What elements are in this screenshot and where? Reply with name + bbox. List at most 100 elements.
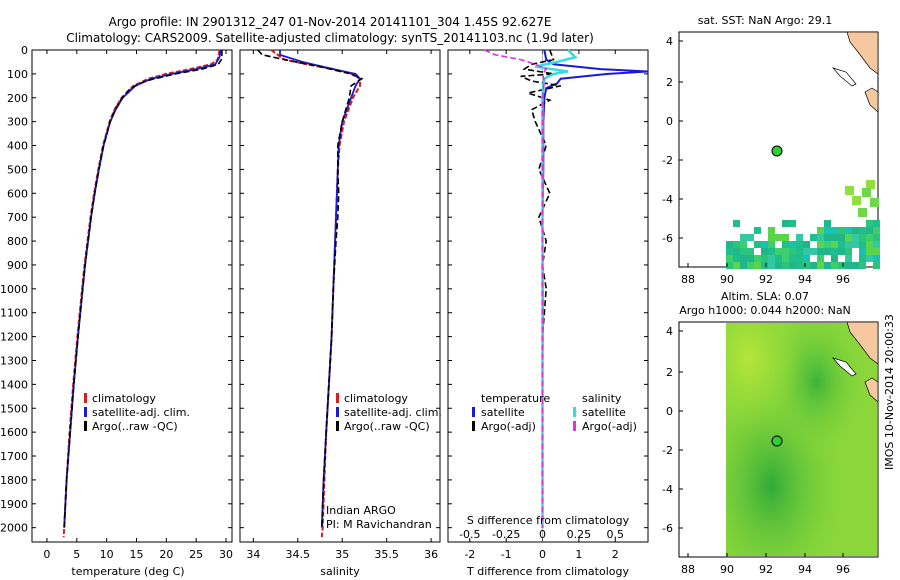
depth-tick-label: 400 <box>7 140 28 153</box>
diff-legend-s-sat-label: satellite <box>582 406 626 419</box>
sst-cell <box>845 262 852 269</box>
diff-legend-t-argo-label: Argo(-adj) <box>481 420 536 433</box>
sst-cell <box>789 241 796 248</box>
sla-map-island <box>831 357 857 377</box>
diff-xtick-label: -1 <box>501 548 512 561</box>
sst-cell <box>747 262 754 269</box>
sst-cell <box>838 262 845 269</box>
temperature-xlabel: temperature (deg C) <box>71 565 184 578</box>
sst-cell <box>838 234 845 241</box>
s-diff-tick-label: 0.25 <box>567 528 592 541</box>
sst-cell <box>775 262 782 269</box>
map-lat-tick: 0 <box>666 115 673 128</box>
sst-cell <box>859 255 866 262</box>
depth-tick-label: 1900 <box>0 498 28 511</box>
map-lat-tick: -6 <box>662 522 673 535</box>
map-lon-tick: 96 <box>836 563 850 576</box>
sst-cell <box>817 234 824 241</box>
sst-cell <box>754 262 761 269</box>
sal-series-satellite-adj-clim- <box>279 50 362 528</box>
depth-tick-label: 1000 <box>0 283 28 296</box>
sst-cell <box>726 248 733 255</box>
sst-cell <box>845 241 852 248</box>
sst-cell <box>733 241 740 248</box>
sst-cell <box>726 255 733 262</box>
legend-satellite-swatch <box>84 407 87 417</box>
sla-argo-position-marker <box>771 435 783 447</box>
sst-map-land-sumatra <box>846 31 879 75</box>
legend-argo-label: Argo(..raw -QC) <box>92 420 178 433</box>
sst-cell <box>810 262 817 269</box>
sst-cell <box>747 234 754 241</box>
sst-cell <box>852 234 859 241</box>
sst-cell <box>782 220 789 227</box>
sst-cell-warm <box>858 208 867 217</box>
temp-series-argo-raw-qc- <box>63 50 223 528</box>
temp-xtick-label: 25 <box>189 548 203 561</box>
diff-xtick-label: 2 <box>612 548 619 561</box>
map-lat-tick: -4 <box>662 483 673 496</box>
sst-cell <box>803 262 810 269</box>
salinity-panel: 34 34.5 35 35.5 36 salinity climatology sate… <box>239 49 442 578</box>
sst-cell-warm <box>852 196 861 205</box>
sst-cell <box>747 255 754 262</box>
temperature-axes-frame <box>31 49 233 543</box>
diff-series-s-argo-adj- <box>484 49 548 528</box>
sst-cell <box>859 234 866 241</box>
sal-legend-argo-label: Argo(..raw -QC) <box>344 420 430 433</box>
sal-xtick-label: 36 <box>424 548 438 561</box>
sst-cell <box>733 248 740 255</box>
sst-cell <box>873 220 880 227</box>
difference-legend: temperature salinity satellite Argo(-adj… <box>472 392 637 433</box>
sst-cell <box>747 248 754 255</box>
s-diff-tick-label: -0.5 <box>459 528 480 541</box>
salinity-axes-frame <box>239 49 441 543</box>
depth-tick-label: 1800 <box>0 474 28 487</box>
sst-cell <box>740 241 747 248</box>
difference-xlabel-t: T difference from climatology <box>466 565 629 578</box>
sst-cell <box>859 227 866 234</box>
sst-cell <box>733 262 740 269</box>
sal-legend-climatology-label: climatology <box>344 392 408 405</box>
sst-cell <box>831 227 838 234</box>
map-lat-tick: 2 <box>666 366 673 379</box>
salinity-annotation-pi: PI: M Ravichandran <box>326 518 432 531</box>
temp-xtick-label: 20 <box>159 548 173 561</box>
sst-cell <box>740 248 747 255</box>
sst-cell <box>824 220 831 227</box>
map-lon-tick: 94 <box>798 273 812 286</box>
sal-xtick-label: 34 <box>246 548 260 561</box>
sst-cell <box>810 234 817 241</box>
depth-tick-label: 1500 <box>0 402 28 415</box>
sst-cell <box>873 227 880 234</box>
sst-cell <box>838 248 845 255</box>
sst-cell <box>831 241 838 248</box>
sst-cell <box>831 262 838 269</box>
sst-cell <box>817 227 824 234</box>
sst-map-cells <box>726 180 880 269</box>
sst-cell <box>852 227 859 234</box>
legend-climatology-label: climatology <box>92 392 156 405</box>
sst-cell <box>726 241 733 248</box>
sst-cell <box>789 248 796 255</box>
map-lat-tick: -4 <box>662 193 673 206</box>
sst-cell <box>789 255 796 262</box>
sst-cell <box>817 241 824 248</box>
depth-tick-label: 200 <box>7 92 28 105</box>
sst-cell <box>831 248 838 255</box>
map-lon-tick: 90 <box>720 273 734 286</box>
diff-xtick-label: 1 <box>575 548 582 561</box>
map-lon-tick: 94 <box>798 563 812 576</box>
sst-cell <box>845 227 852 234</box>
diff-series-t-argo-adj- <box>520 49 561 528</box>
sst-cell <box>852 262 859 269</box>
salinity-legend: climatology satellite-adj. clim. Argo(..… <box>336 392 442 433</box>
sst-cell <box>859 241 866 248</box>
temp-xtick-label: 30 <box>219 548 233 561</box>
sst-cell <box>733 220 740 227</box>
sst-cell <box>796 241 803 248</box>
sst-cell <box>873 241 880 248</box>
depth-tick-label: 700 <box>7 211 28 224</box>
sst-cell <box>859 262 866 269</box>
